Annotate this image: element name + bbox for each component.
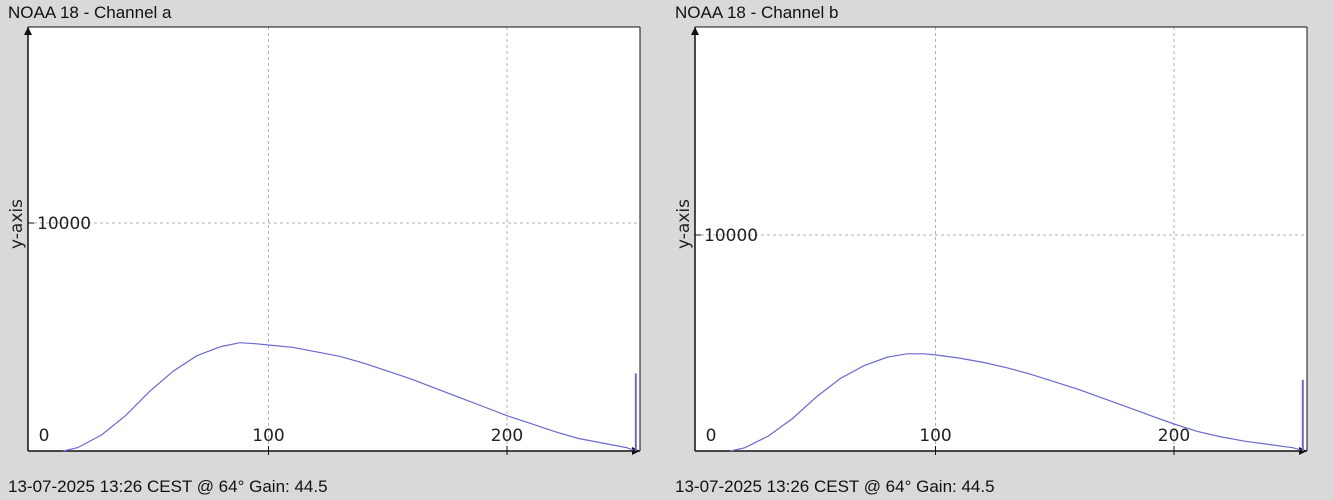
x-tick-label: 100: [919, 426, 951, 446]
chart-b: 0 100 200 10000 y-axis: [674, 26, 1308, 455]
x-tick-label: 0: [706, 426, 717, 446]
x-tick-label: 0: [39, 426, 50, 446]
y-axis-arrow: [691, 27, 699, 35]
chart-a: 0 100 200 10000 y-axis: [7, 26, 641, 455]
chart-title: NOAA 18 - Channel b: [675, 3, 839, 22]
plot-area: [28, 27, 640, 451]
chart-title: NOAA 18 - Channel a: [8, 3, 172, 22]
x-tick-label: 200: [491, 426, 523, 446]
chart-footer: 13-07-2025 13:26 CEST @ 64° Gain: 44.5: [675, 477, 995, 496]
y-axis-arrow: [24, 27, 32, 35]
series-line: [63, 342, 634, 452]
series-line: [730, 353, 1301, 452]
chart-panel-a: NOAA 18 - Channel a 0 100 200 10000 y-axis 1…: [7, 3, 641, 496]
chart-panel-b: NOAA 18 - Channel b 0 100 200 10000 y-axis 1…: [667, 0, 1334, 500]
y-tick-label: 10000: [704, 226, 758, 246]
y-axis-label: y-axis: [674, 199, 694, 249]
y-tick-label: 10000: [37, 214, 91, 234]
x-tick-label: 200: [1158, 426, 1190, 446]
y-axis-label: y-axis: [7, 199, 27, 249]
x-tick-label: 100: [252, 426, 284, 446]
chart-footer: 13-07-2025 13:26 CEST @ 64° Gain: 44.5: [8, 477, 328, 496]
plot-area: [695, 27, 1307, 451]
